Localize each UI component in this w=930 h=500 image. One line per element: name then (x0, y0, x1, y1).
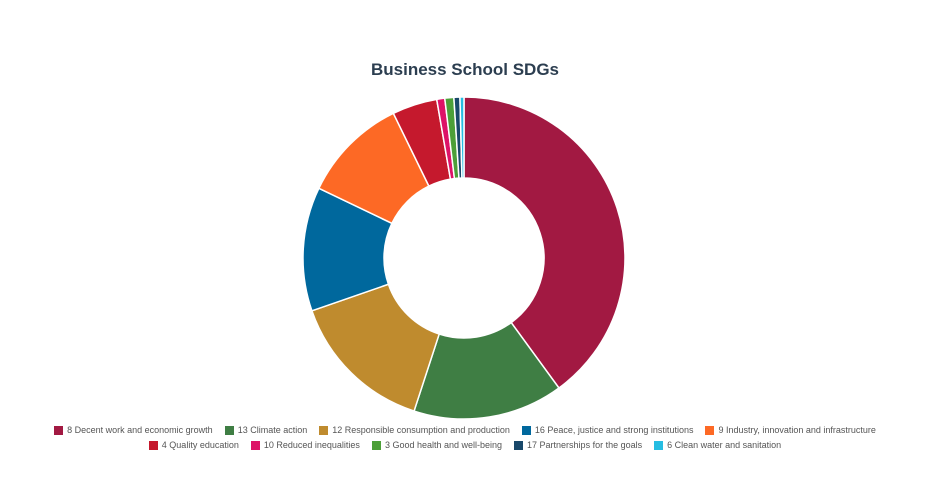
legend-item[interactable]: 13 Climate action (224, 424, 308, 436)
legend-swatch (514, 440, 524, 450)
legend-label: 8 Decent work and economic growth (67, 425, 213, 435)
legend-item[interactable]: 10 Reduced inequalities (250, 439, 360, 451)
legend-label: 12 Responsible consumption and productio… (332, 425, 510, 435)
legend-item[interactable]: 3 Good health and well-being (371, 439, 503, 451)
legend-swatch (521, 425, 531, 435)
legend-label: 3 Good health and well-being (384, 440, 503, 450)
legend-item[interactable]: 4 Quality education (148, 439, 239, 451)
legend-label: 13 Climate action (237, 425, 308, 435)
chart-legend: 8 Decent work and economic growth 13 Clim… (10, 424, 920, 451)
legend-swatch (148, 440, 158, 450)
legend-swatch (54, 425, 64, 435)
legend-item[interactable]: 12 Responsible consumption and productio… (319, 424, 510, 436)
legend-swatch (705, 425, 715, 435)
legend-label: 17 Partnerships for the goals (527, 440, 643, 450)
legend-swatch (319, 425, 329, 435)
legend-item[interactable]: 16 Peace, justice and strong institution… (521, 424, 694, 436)
chart-title: Business School SDGs (371, 60, 559, 79)
legend-item[interactable]: 9 Industry, innovation and infrastructur… (705, 424, 876, 436)
legend-label: 10 Reduced inequalities (263, 440, 360, 450)
donut-slice[interactable] (463, 96, 626, 390)
legend-swatch (654, 440, 664, 450)
legend-swatch (371, 440, 381, 450)
legend-item[interactable]: 17 Partnerships for the goals (514, 439, 642, 451)
donut-slice[interactable] (310, 283, 441, 413)
legend-swatch (250, 440, 260, 450)
donut-slice[interactable] (459, 96, 465, 179)
legend-item[interactable]: 8 Decent work and economic growth (54, 424, 213, 436)
legend-swatch (224, 425, 234, 435)
legend-label: 16 Peace, justice and strong institution… (534, 425, 694, 435)
legend-label: 9 Industry, innovation and infrastructur… (718, 425, 876, 435)
legend-label: 4 Quality education (161, 440, 239, 450)
legend-item[interactable]: 6 Clean water and sanitation (654, 439, 781, 451)
legend-label: 6 Clean water and sanitation (667, 440, 782, 450)
